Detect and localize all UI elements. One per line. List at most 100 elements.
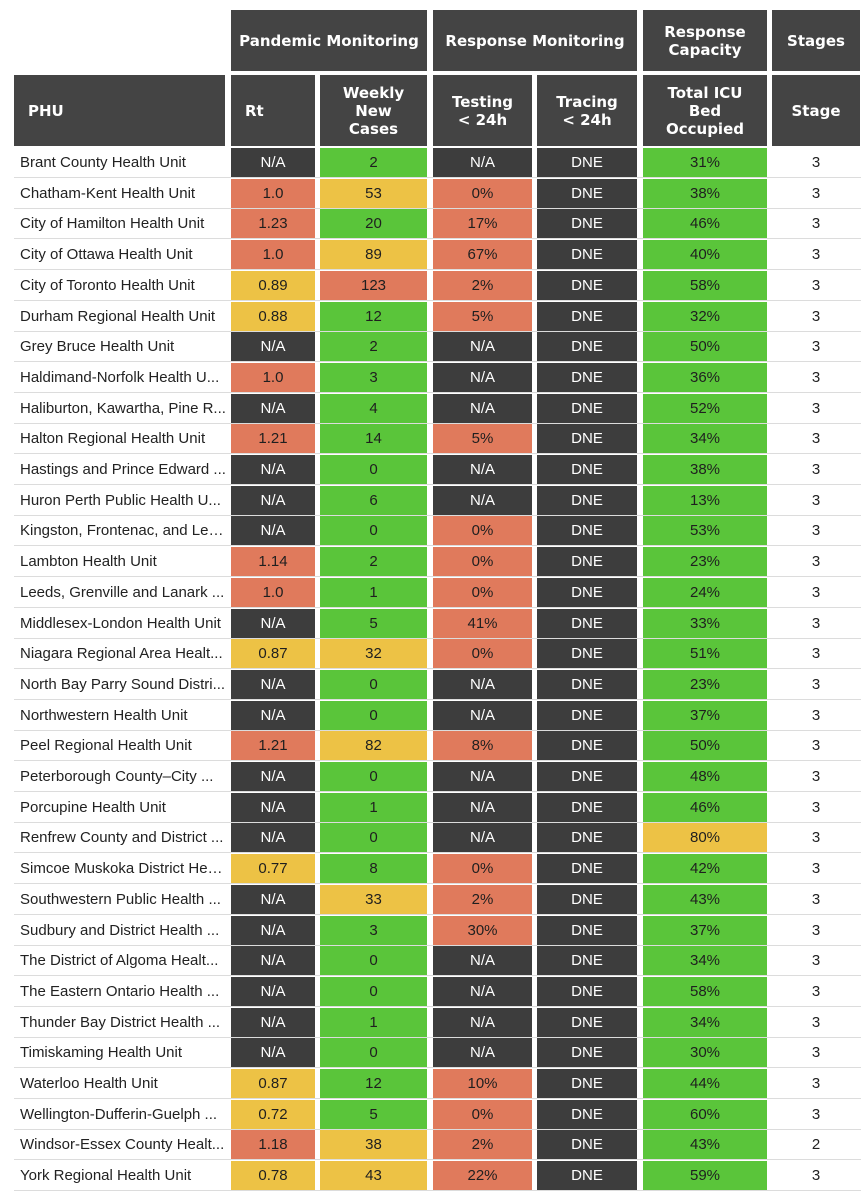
table-row[interactable]: Porcupine Health Unit N/A 1 N/A DNE 46% 3	[0, 792, 865, 823]
phu-name-cell: City of Hamilton Health Unit	[20, 209, 226, 238]
table-row[interactable]: Simcoe Muskoka District Hea... 0.77 8 0% DNE…	[0, 854, 865, 885]
column-header-rt[interactable]: Rt	[231, 75, 315, 146]
table-row[interactable]: Southwestern Public Health ... N/A 33 2% DNE…	[0, 884, 865, 915]
table-row[interactable]: Peterborough County–City ... N/A 0 N/A DNE 48…	[0, 762, 865, 792]
column-header-weekly-line2: New	[355, 101, 392, 120]
stage-cell: 3	[811, 491, 821, 509]
row-divider	[14, 1159, 861, 1161]
column-header-phu[interactable]: PHU	[14, 75, 225, 146]
table-row[interactable]: Durham Regional Health Unit 0.88 12 5% DNE 32…	[0, 301, 865, 332]
row-divider	[14, 391, 861, 393]
tracing-cell: DNE	[537, 976, 637, 1006]
phu-name: Windsor-Essex County Healt...	[20, 1136, 225, 1154]
weekly-cases-cell: 0	[320, 700, 427, 730]
table-row[interactable]: The District of Algoma Healt... N/A 0 N/A DN…	[0, 946, 865, 977]
tracing-cell: DNE	[537, 393, 637, 423]
table-row[interactable]: Middlesex-London Health Unit N/A 5 41% DNE 33…	[0, 608, 865, 639]
table-row[interactable]: Thunder Bay District Health ... N/A 1 N/A DN…	[0, 1007, 865, 1038]
stage-cell: 3	[811, 399, 821, 417]
stage-cell: 3	[811, 768, 821, 785]
tracing-cell: DNE	[537, 669, 637, 699]
table-row[interactable]: North Bay Parry Sound Distri... N/A 0 N/A DN…	[0, 669, 865, 700]
table-row[interactable]: York Regional Health Unit 0.78 43 22% DNE 59%…	[0, 1161, 865, 1192]
table-row[interactable]: Grey Bruce Health Unit N/A 2 N/A DNE 50% 3	[0, 332, 865, 363]
weekly-cases-cell: 3	[320, 915, 427, 945]
testing-cell: 67%	[433, 240, 532, 270]
rt-cell: 1.21	[231, 731, 315, 761]
stage-cell: 3	[811, 645, 821, 663]
phu-name-cell: Haldimand-Norfolk Health U...	[20, 363, 226, 392]
stage-cell: 3	[811, 921, 821, 939]
icu-occupied-cell: 80%	[643, 823, 767, 853]
stage-cell: 3	[811, 1044, 821, 1062]
table-row[interactable]: City of Toronto Health Unit 0.89 123 2% DNE 5…	[0, 270, 865, 301]
row-divider	[14, 576, 861, 578]
stage-cell: 3	[811, 798, 821, 816]
table-row[interactable]: Kingston, Frontenac, and Len... N/A 0 0% DNE…	[0, 516, 865, 547]
rt-cell: N/A	[231, 823, 315, 853]
table-row[interactable]: Windsor-Essex County Healt... 1.18 38 2% DNE…	[0, 1130, 865, 1161]
table-row[interactable]: Leeds, Grenville and Lanark ... 1.0 1 0% DNE…	[0, 577, 865, 608]
rt-cell: N/A	[231, 148, 315, 177]
stage-cell: 3	[811, 553, 821, 571]
table-row[interactable]: Brant County Health Unit N/A 2 N/A DNE 31% 3	[0, 148, 865, 178]
weekly-cases-cell: 123	[320, 270, 427, 300]
phu-name-cell: Southwestern Public Health ...	[20, 885, 226, 914]
row-divider	[14, 361, 861, 363]
tracing-cell: DNE	[537, 424, 637, 454]
table-row[interactable]: Timiskaming Health Unit N/A 0 N/A DNE 30% 3	[0, 1038, 865, 1069]
column-header-icu[interactable]: Total ICU Bed Occupied	[643, 75, 767, 146]
table-row[interactable]: Northwestern Health Unit N/A 0 N/A DNE 37% 3	[0, 700, 865, 731]
table-row[interactable]: Waterloo Health Unit 0.87 12 10% DNE 44% 3	[0, 1069, 865, 1099]
weekly-cases-cell: 12	[320, 301, 427, 331]
row-divider	[14, 269, 861, 271]
testing-cell: 2%	[433, 884, 532, 914]
weekly-cases-cell: 2	[320, 547, 427, 577]
table-row[interactable]: Chatham-Kent Health Unit 1.0 53 0% DNE 38% 3	[0, 178, 865, 209]
phu-name-cell: Waterloo Health Unit	[20, 1069, 226, 1098]
table-row[interactable]: City of Hamilton Health Unit 1.23 20 17% DNE…	[0, 209, 865, 240]
table-row[interactable]: Haliburton, Kawartha, Pine R... N/A 4 N/A DN…	[0, 393, 865, 424]
testing-cell: 30%	[433, 915, 532, 945]
icu-occupied-cell: 58%	[643, 270, 767, 300]
header-group-capacity-line1: Response	[664, 22, 746, 41]
testing-cell: N/A	[433, 485, 532, 515]
table-row[interactable]: Huron Perth Public Health U... N/A 6 N/A DNE…	[0, 485, 865, 516]
row-divider	[14, 422, 861, 424]
column-header-stage[interactable]: Stage	[772, 75, 860, 146]
table-row[interactable]: Sudbury and District Health ... N/A 3 30% DN…	[0, 915, 865, 946]
header-group-stages-label: Stages	[787, 31, 845, 50]
tracing-cell: DNE	[537, 455, 637, 484]
stage-cell: 3	[811, 1167, 821, 1185]
tracing-cell: DNE	[537, 1069, 637, 1098]
table-row[interactable]: City of Ottawa Health Unit 1.0 89 67% DNE 40%…	[0, 240, 865, 271]
icu-occupied-cell: 43%	[643, 1130, 767, 1160]
table-row[interactable]: Halton Regional Health Unit 1.21 14 5% DNE 34…	[0, 424, 865, 455]
phu-name-cell: Sudbury and District Health ...	[20, 916, 226, 945]
table-row[interactable]: Wellington-Dufferin-Guelph ... 0.72 5 0% DNE…	[0, 1099, 865, 1130]
column-header-testing[interactable]: Testing < 24h	[433, 75, 532, 146]
testing-cell: N/A	[433, 946, 532, 976]
table-row[interactable]: Lambton Health Unit 1.14 2 0% DNE 23% 3	[0, 547, 865, 578]
table-row[interactable]: Renfrew County and District ... N/A 0 N/A DN…	[0, 823, 865, 854]
icu-occupied-cell: 31%	[643, 148, 767, 177]
weekly-cases-cell: 5	[320, 1099, 427, 1129]
table-row[interactable]: Peel Regional Health Unit 1.21 82 8% DNE 50% 3	[0, 731, 865, 762]
row-divider	[14, 1005, 861, 1007]
tracing-cell: DNE	[537, 1007, 637, 1037]
table-row[interactable]: The Eastern Ontario Health ... N/A 0 N/A DNE…	[0, 976, 865, 1007]
row-divider	[14, 944, 861, 946]
icu-occupied-cell: 24%	[643, 577, 767, 607]
testing-cell: 22%	[433, 1161, 532, 1191]
icu-occupied-cell: 32%	[643, 301, 767, 331]
column-header-weekly-new-cases[interactable]: Weekly New Cases	[320, 75, 427, 146]
icu-occupied-cell: 23%	[643, 669, 767, 699]
table-row[interactable]: Niagara Regional Area Healt... 0.87 32 0% DN…	[0, 639, 865, 670]
row-divider	[14, 606, 861, 608]
column-header-icu-line3: Occupied	[665, 119, 744, 138]
icu-occupied-cell: 13%	[643, 485, 767, 515]
column-header-tracing[interactable]: Tracing < 24h	[537, 75, 637, 146]
rt-cell: N/A	[231, 485, 315, 515]
table-row[interactable]: Hastings and Prince Edward ... N/A 0 N/A DNE…	[0, 455, 865, 485]
table-row[interactable]: Haldimand-Norfolk Health U... 1.0 3 N/A DNE 3…	[0, 362, 865, 393]
